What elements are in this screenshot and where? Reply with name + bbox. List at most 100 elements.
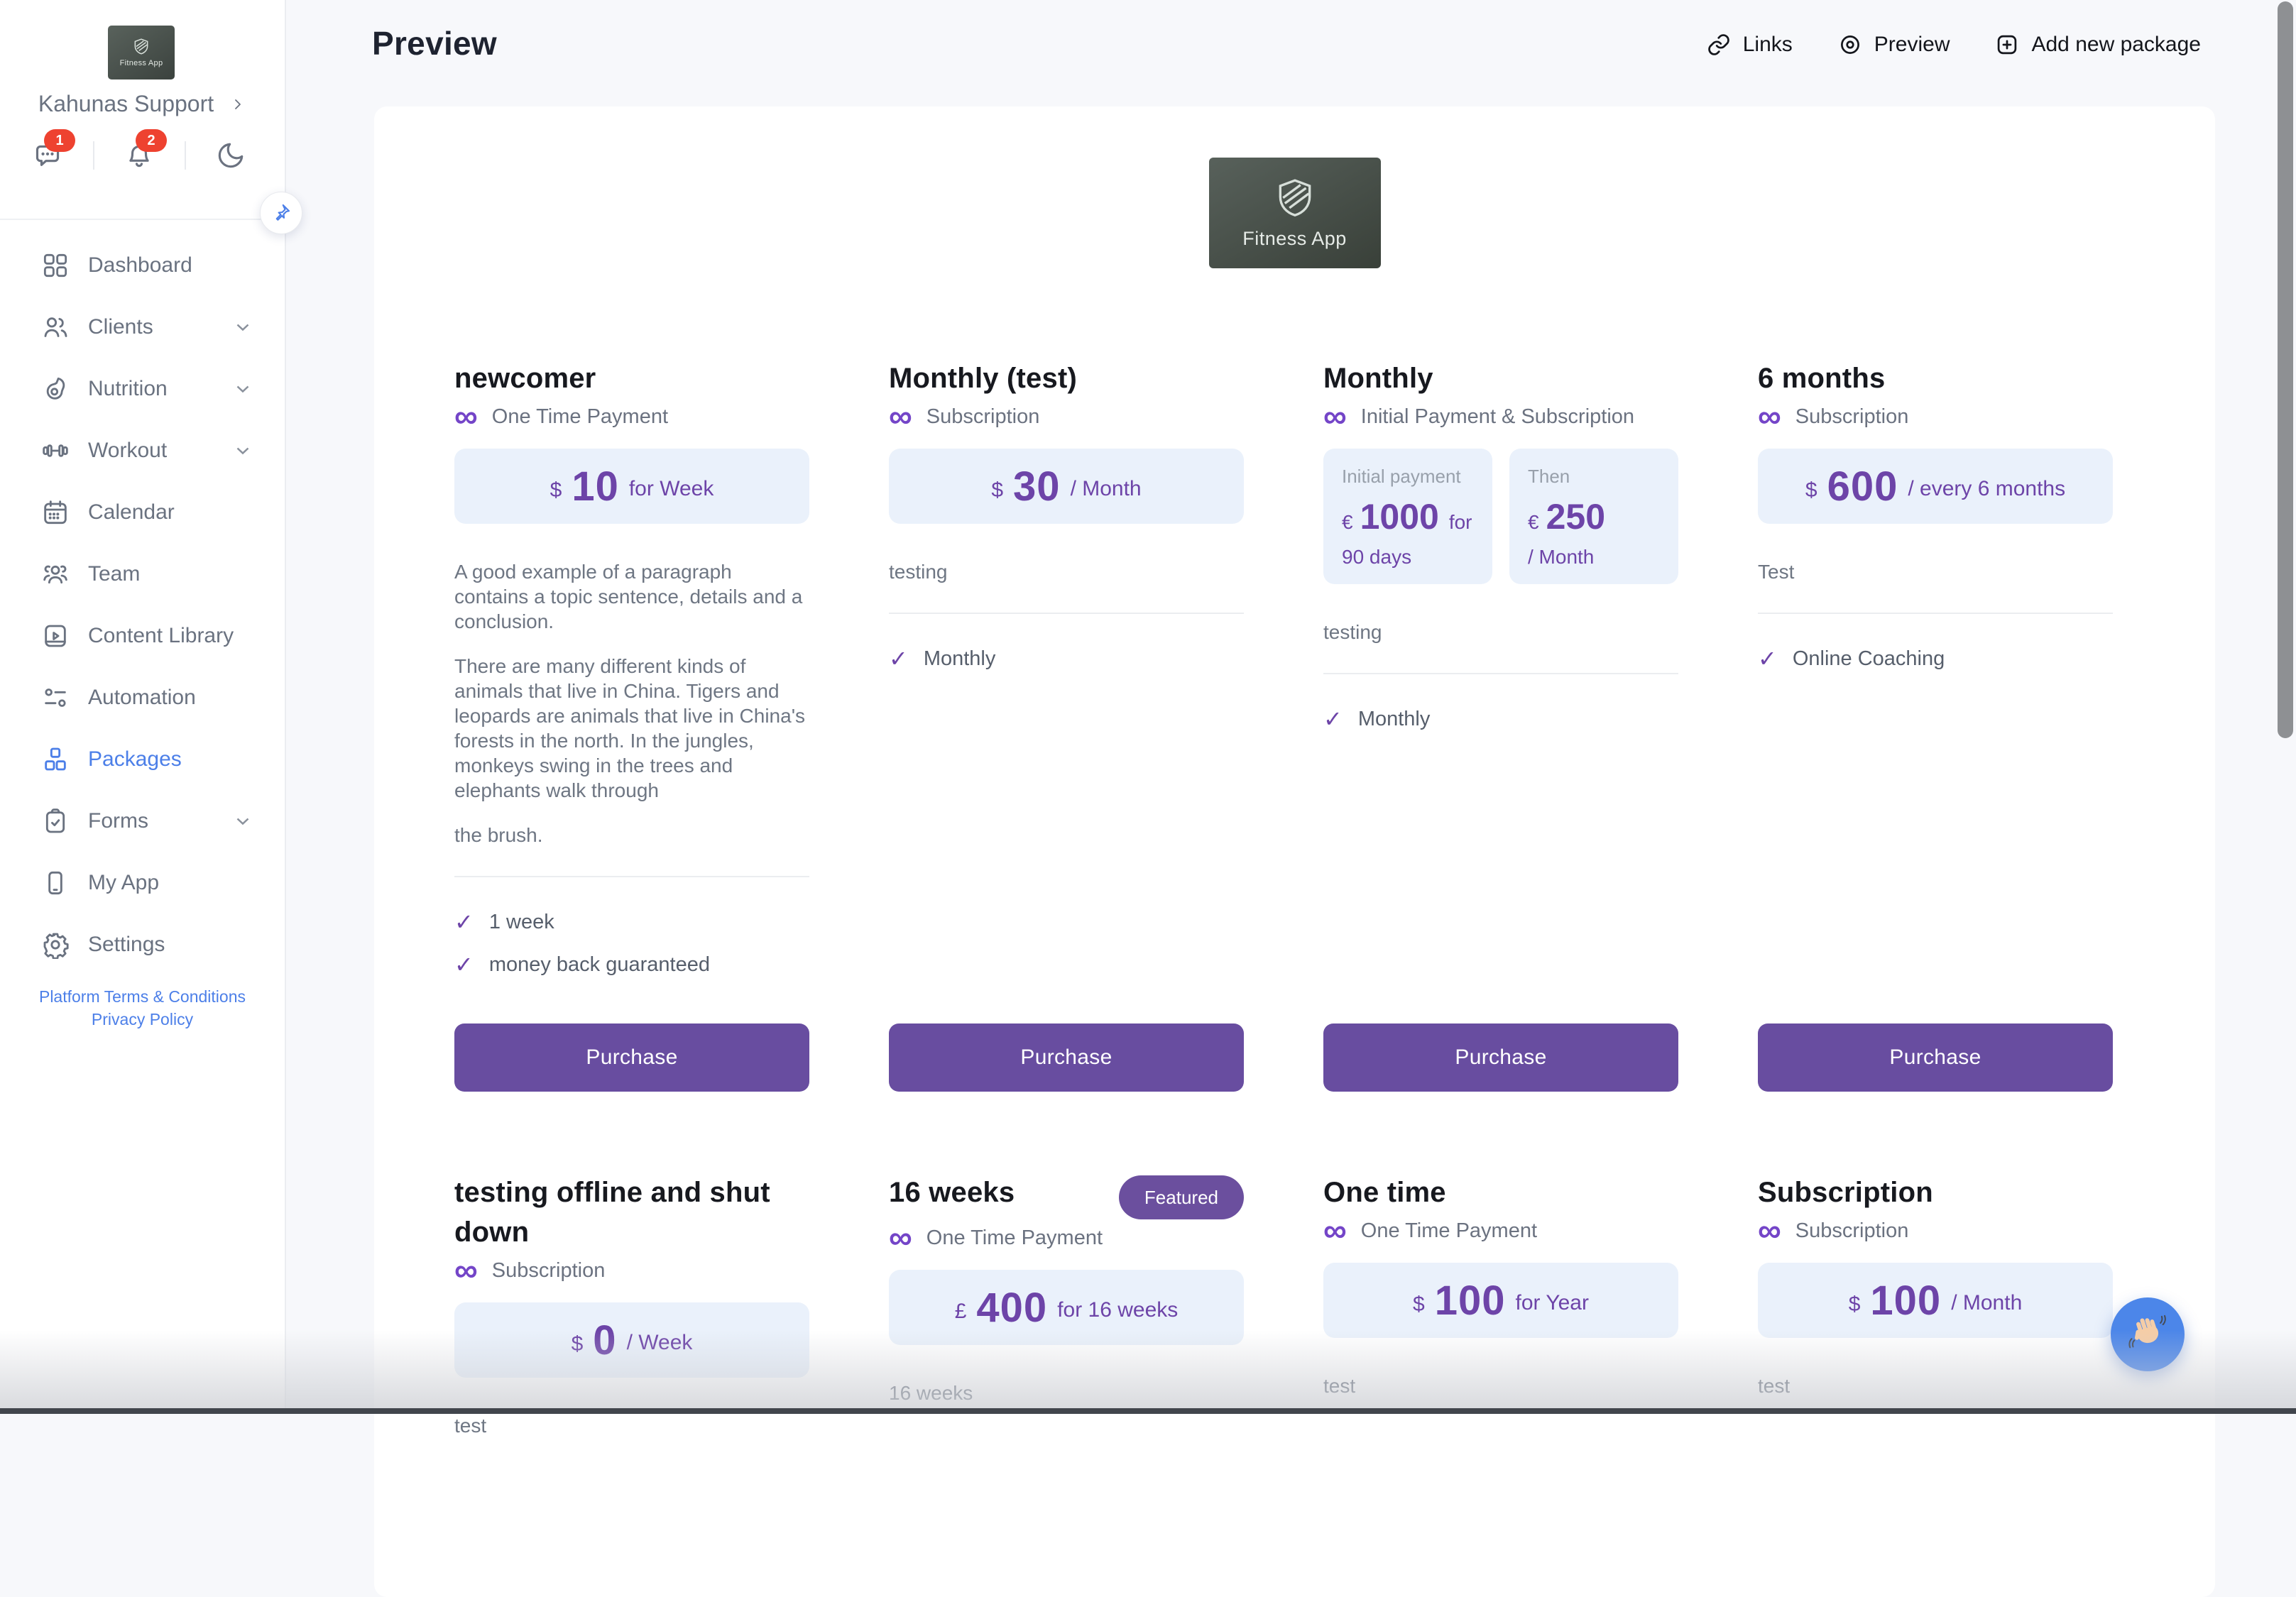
price-box: £400 for 16 weeks bbox=[889, 1270, 1244, 1345]
packages-grid: newcomer ∞ One Time Payment $10 for Week A go… bbox=[374, 358, 2215, 1438]
sidebar-item-automation[interactable]: Automation bbox=[0, 666, 285, 728]
payment-type: ∞ Subscription bbox=[889, 397, 1244, 434]
description-paragraph: testing bbox=[889, 561, 948, 583]
currency: $ bbox=[1413, 1293, 1425, 1316]
workout-icon bbox=[41, 437, 70, 465]
sidebar-item-team[interactable]: Team bbox=[0, 543, 285, 605]
price-period: / Month bbox=[1528, 546, 1595, 568]
sidebar-item-clients[interactable]: Clients bbox=[0, 296, 285, 358]
package-card-16-weeks: 16 weeks Featured ∞ One Time Payment £400 for… bbox=[889, 1173, 1244, 1438]
infinity-icon: ∞ bbox=[1323, 397, 1347, 434]
sidebar-item-calendar[interactable]: Calendar bbox=[0, 481, 285, 543]
links-button[interactable]: Links bbox=[1707, 33, 1793, 57]
package-name: One time bbox=[1323, 1177, 1446, 1208]
package-card-one-time: One time ∞ One Time Payment $100 for Year tes… bbox=[1323, 1173, 1678, 1438]
divider bbox=[0, 219, 285, 220]
infinity-icon: ∞ bbox=[454, 1251, 478, 1288]
package-description: 16 weeks bbox=[889, 1381, 1244, 1405]
workspace-logo: Fitness App bbox=[108, 26, 175, 79]
price-suffix: / Month bbox=[1070, 477, 1142, 500]
notifications-button[interactable]: 2 bbox=[124, 129, 167, 170]
packages-icon bbox=[41, 745, 70, 774]
payment-type: ∞ Subscription bbox=[1758, 1211, 2113, 1248]
divider bbox=[92, 141, 94, 170]
package-description: testing bbox=[889, 559, 1244, 584]
description-paragraph: A good example of a paragraph contains a… bbox=[454, 561, 803, 632]
clients-icon bbox=[41, 313, 70, 341]
preview-icon bbox=[1838, 33, 1862, 57]
chevron-down-icon bbox=[232, 811, 253, 832]
notifications-badge: 2 bbox=[136, 129, 167, 152]
purchase-button[interactable]: Purchase bbox=[1758, 1023, 2113, 1092]
payment-type-label: One Time Payment bbox=[926, 1226, 1103, 1249]
sidebar-item-label: Clients bbox=[88, 314, 153, 339]
sidebar-item-forms[interactable]: Forms bbox=[0, 790, 285, 852]
price-period: 90 days bbox=[1342, 546, 1412, 568]
preview-label: Preview bbox=[1874, 33, 1950, 56]
calendar-icon bbox=[41, 498, 70, 527]
sidebar-item-label: Team bbox=[88, 561, 141, 586]
settings-icon bbox=[41, 931, 70, 959]
terms-link[interactable]: Platform Terms & Conditions bbox=[38, 987, 246, 1006]
infinity-icon: ∞ bbox=[889, 397, 912, 434]
sidebar-item-content-library[interactable]: Content Library bbox=[0, 605, 285, 666]
feature-list: ✓ 1 week ✓ money back guaranteed bbox=[454, 909, 809, 978]
package-card-6-months: 6 months ∞ Subscription $600 / every 6 month… bbox=[1758, 358, 2113, 1092]
payment-type: ∞ One Time Payment bbox=[1323, 1214, 1678, 1246]
infinity-icon: ∞ bbox=[1758, 1211, 1781, 1248]
divider bbox=[454, 876, 809, 877]
sidebar-item-nutrition[interactable]: Nutrition bbox=[0, 358, 285, 419]
sidebar-item-label: My App bbox=[88, 870, 160, 894]
package-card-testing-offline-and-shut-down: testing offline and shut down ∞ Subscripti… bbox=[454, 1173, 809, 1438]
feature-item: ✓ 1 week bbox=[454, 909, 809, 935]
sidebar-item-dashboard[interactable]: Dashboard bbox=[0, 234, 285, 296]
page-title: Preview bbox=[372, 25, 497, 62]
package-description: Test bbox=[1758, 559, 2113, 584]
currency: $ bbox=[550, 478, 562, 502]
price-suffix: / Month bbox=[1951, 1291, 2023, 1315]
payment-type-label: One Time Payment bbox=[1360, 1219, 1538, 1242]
chevron-down-icon bbox=[232, 378, 253, 400]
vertical-scrollbar-thumb[interactable] bbox=[2278, 1, 2293, 738]
price-suffix: / every 6 months bbox=[1908, 477, 2066, 500]
pin-icon bbox=[275, 204, 290, 221]
sidebar-item-workout[interactable]: Workout bbox=[0, 419, 285, 481]
currency: $ bbox=[991, 478, 1004, 502]
sidebar-item-my-app[interactable]: My App bbox=[0, 852, 285, 913]
package-name: Monthly bbox=[1323, 363, 1433, 394]
price-box: $10 for Week bbox=[454, 449, 809, 524]
support-chat-fab[interactable] bbox=[2111, 1297, 2185, 1371]
dark-mode-button[interactable] bbox=[216, 141, 246, 170]
price-box: $0 / Week bbox=[454, 1302, 809, 1378]
price-suffix: for 16 weeks bbox=[1057, 1298, 1179, 1322]
preview-button[interactable]: Preview bbox=[1838, 33, 1950, 57]
feature-item: ✓ Online Coaching bbox=[1758, 645, 2113, 672]
automation-icon bbox=[41, 684, 70, 712]
package-name: newcomer bbox=[454, 363, 596, 394]
chat-button[interactable]: 1 bbox=[33, 129, 75, 170]
dual-price: Initial payment €1000 for 90 days Then €250 / … bbox=[1323, 449, 1678, 584]
sidebar-item-label: Dashboard bbox=[88, 253, 192, 277]
price-amount: 10 bbox=[572, 463, 619, 510]
sidebar-item-packages[interactable]: Packages bbox=[0, 728, 285, 790]
package-card-subscription: Subscription ∞ Subscription $100/ Month test bbox=[1758, 1173, 2113, 1438]
description-paragraph: the brush. bbox=[454, 824, 543, 846]
price-box: $100 / Month bbox=[1758, 1263, 2113, 1338]
feature-list: ✓ Online Coaching bbox=[1758, 645, 2113, 672]
feature-item: ✓ Monthly bbox=[889, 645, 1244, 672]
sidebar-item-settings[interactable]: Settings bbox=[0, 913, 285, 975]
privacy-link[interactable]: Privacy Policy bbox=[91, 1010, 194, 1028]
pin-sidebar-button[interactable] bbox=[260, 192, 302, 234]
sidebar-nav: Dashboard Clients Nutrition Workout Calendar… bbox=[0, 234, 285, 975]
sidebar-item-label: Automation bbox=[88, 685, 196, 709]
shield-icon bbox=[1279, 178, 1311, 216]
purchase-button[interactable]: Purchase bbox=[889, 1023, 1244, 1092]
divider bbox=[889, 613, 1244, 614]
purchase-button[interactable]: Purchase bbox=[454, 1023, 809, 1092]
purchase-button[interactable]: Purchase bbox=[1323, 1023, 1678, 1092]
feature-label: Online Coaching bbox=[1792, 647, 1945, 670]
price-amount: 0 bbox=[593, 1317, 617, 1363]
account-switcher[interactable]: Kahunas Support bbox=[0, 91, 285, 117]
price-box: $100 for Year bbox=[1323, 1263, 1678, 1338]
add-new-package-button[interactable]: Add new package bbox=[1995, 33, 2201, 57]
